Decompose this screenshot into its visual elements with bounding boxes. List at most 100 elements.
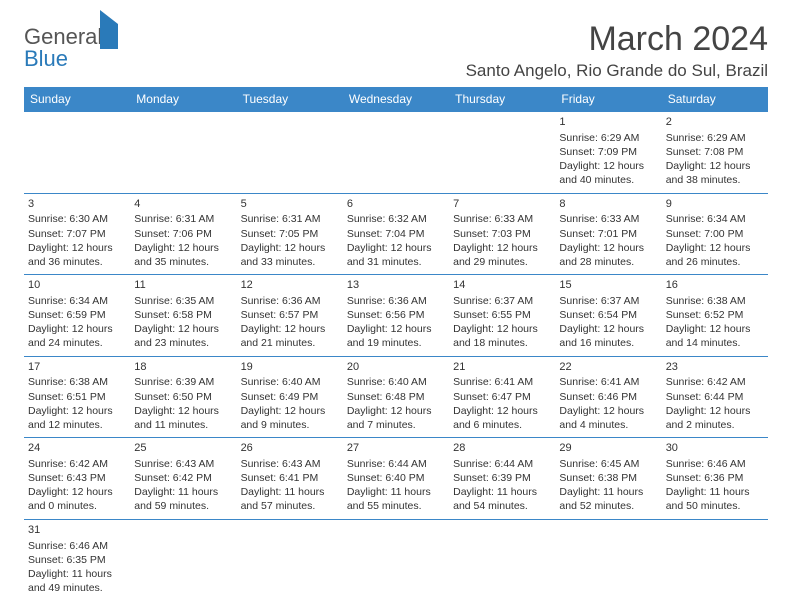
calendar-cell: 16Sunrise: 6:38 AMSunset: 6:52 PMDayligh…	[662, 275, 768, 357]
daylight2-text: and 24 minutes.	[28, 336, 126, 350]
daylight2-text: and 31 minutes.	[347, 255, 445, 269]
daylight2-text: and 6 minutes.	[453, 418, 551, 432]
sunset-text: Sunset: 6:59 PM	[28, 308, 126, 322]
calendar-cell-empty	[343, 519, 449, 600]
calendar-cell: 12Sunrise: 6:36 AMSunset: 6:57 PMDayligh…	[237, 275, 343, 357]
calendar-cell: 9Sunrise: 6:34 AMSunset: 7:00 PMDaylight…	[662, 193, 768, 275]
calendar-cell: 8Sunrise: 6:33 AMSunset: 7:01 PMDaylight…	[555, 193, 661, 275]
calendar-cell-empty	[662, 519, 768, 600]
daylight1-text: Daylight: 12 hours	[347, 322, 445, 336]
sunset-text: Sunset: 6:38 PM	[559, 471, 657, 485]
day-number: 13	[347, 278, 445, 293]
sunset-text: Sunset: 6:42 PM	[134, 471, 232, 485]
day-number: 6	[347, 197, 445, 212]
sunset-text: Sunset: 6:47 PM	[453, 390, 551, 404]
daylight2-text: and 16 minutes.	[559, 336, 657, 350]
daylight2-text: and 23 minutes.	[134, 336, 232, 350]
day-number: 22	[559, 360, 657, 375]
daylight1-text: Daylight: 11 hours	[453, 485, 551, 499]
calendar-row: 17Sunrise: 6:38 AMSunset: 6:51 PMDayligh…	[24, 356, 768, 438]
calendar-cell: 3Sunrise: 6:30 AMSunset: 7:07 PMDaylight…	[24, 193, 130, 275]
sunrise-text: Sunrise: 6:46 AM	[28, 539, 126, 553]
calendar-cell-empty	[237, 112, 343, 194]
sunrise-text: Sunrise: 6:38 AM	[666, 294, 764, 308]
weekday-header: Tuesday	[237, 87, 343, 112]
sunset-text: Sunset: 7:00 PM	[666, 227, 764, 241]
sunset-text: Sunset: 6:36 PM	[666, 471, 764, 485]
sunset-text: Sunset: 6:50 PM	[134, 390, 232, 404]
weekday-header: Wednesday	[343, 87, 449, 112]
daylight2-text: and 14 minutes.	[666, 336, 764, 350]
sunset-text: Sunset: 6:56 PM	[347, 308, 445, 322]
sunset-text: Sunset: 6:55 PM	[453, 308, 551, 322]
sunrise-text: Sunrise: 6:44 AM	[453, 457, 551, 471]
sunrise-text: Sunrise: 6:41 AM	[559, 375, 657, 389]
sunrise-text: Sunrise: 6:45 AM	[559, 457, 657, 471]
calendar-cell: 21Sunrise: 6:41 AMSunset: 6:47 PMDayligh…	[449, 356, 555, 438]
calendar-cell: 24Sunrise: 6:42 AMSunset: 6:43 PMDayligh…	[24, 438, 130, 520]
calendar-table: SundayMondayTuesdayWednesdayThursdayFrid…	[24, 87, 768, 600]
daylight1-text: Daylight: 12 hours	[666, 404, 764, 418]
daylight1-text: Daylight: 12 hours	[453, 322, 551, 336]
daylight2-text: and 0 minutes.	[28, 499, 126, 513]
calendar-cell: 29Sunrise: 6:45 AMSunset: 6:38 PMDayligh…	[555, 438, 661, 520]
sunrise-text: Sunrise: 6:37 AM	[559, 294, 657, 308]
daylight2-text: and 7 minutes.	[347, 418, 445, 432]
daylight1-text: Daylight: 11 hours	[347, 485, 445, 499]
page-title: March 2024	[466, 20, 768, 59]
sunset-text: Sunset: 7:09 PM	[559, 145, 657, 159]
daylight1-text: Daylight: 12 hours	[28, 241, 126, 255]
daylight1-text: Daylight: 12 hours	[666, 159, 764, 173]
sunrise-text: Sunrise: 6:36 AM	[347, 294, 445, 308]
header: General Blue March 2024 Santo Angelo, Ri…	[24, 20, 768, 81]
weekday-header: Sunday	[24, 87, 130, 112]
sunrise-text: Sunrise: 6:44 AM	[347, 457, 445, 471]
day-number: 19	[241, 360, 339, 375]
day-number: 28	[453, 441, 551, 456]
day-number: 21	[453, 360, 551, 375]
day-number: 5	[241, 197, 339, 212]
sunrise-text: Sunrise: 6:35 AM	[134, 294, 232, 308]
daylight1-text: Daylight: 12 hours	[453, 241, 551, 255]
weekday-header: Monday	[130, 87, 236, 112]
daylight2-text: and 12 minutes.	[28, 418, 126, 432]
sunrise-text: Sunrise: 6:39 AM	[134, 375, 232, 389]
sunset-text: Sunset: 6:43 PM	[28, 471, 126, 485]
sunrise-text: Sunrise: 6:34 AM	[666, 212, 764, 226]
daylight1-text: Daylight: 12 hours	[559, 159, 657, 173]
sunset-text: Sunset: 6:44 PM	[666, 390, 764, 404]
daylight1-text: Daylight: 12 hours	[347, 404, 445, 418]
brand-logo: General Blue	[24, 26, 122, 70]
day-number: 10	[28, 278, 126, 293]
daylight1-text: Daylight: 12 hours	[241, 322, 339, 336]
calendar-cell: 30Sunrise: 6:46 AMSunset: 6:36 PMDayligh…	[662, 438, 768, 520]
sunset-text: Sunset: 7:01 PM	[559, 227, 657, 241]
daylight1-text: Daylight: 12 hours	[453, 404, 551, 418]
calendar-cell: 25Sunrise: 6:43 AMSunset: 6:42 PMDayligh…	[130, 438, 236, 520]
weekday-header: Thursday	[449, 87, 555, 112]
sunrise-text: Sunrise: 6:29 AM	[559, 131, 657, 145]
calendar-cell: 7Sunrise: 6:33 AMSunset: 7:03 PMDaylight…	[449, 193, 555, 275]
daylight2-text: and 35 minutes.	[134, 255, 232, 269]
sunrise-text: Sunrise: 6:40 AM	[347, 375, 445, 389]
sunset-text: Sunset: 7:08 PM	[666, 145, 764, 159]
calendar-cell: 26Sunrise: 6:43 AMSunset: 6:41 PMDayligh…	[237, 438, 343, 520]
sunset-text: Sunset: 6:46 PM	[559, 390, 657, 404]
sunrise-text: Sunrise: 6:31 AM	[134, 212, 232, 226]
day-number: 16	[666, 278, 764, 293]
sunset-text: Sunset: 7:06 PM	[134, 227, 232, 241]
daylight2-text: and 49 minutes.	[28, 581, 126, 595]
sunrise-text: Sunrise: 6:43 AM	[134, 457, 232, 471]
daylight1-text: Daylight: 11 hours	[666, 485, 764, 499]
day-number: 26	[241, 441, 339, 456]
calendar-cell: 28Sunrise: 6:44 AMSunset: 6:39 PMDayligh…	[449, 438, 555, 520]
sunset-text: Sunset: 7:04 PM	[347, 227, 445, 241]
calendar-cell: 4Sunrise: 6:31 AMSunset: 7:06 PMDaylight…	[130, 193, 236, 275]
day-number: 8	[559, 197, 657, 212]
sunset-text: Sunset: 6:51 PM	[28, 390, 126, 404]
daylight1-text: Daylight: 12 hours	[28, 485, 126, 499]
daylight1-text: Daylight: 12 hours	[134, 241, 232, 255]
sunset-text: Sunset: 6:57 PM	[241, 308, 339, 322]
sunset-text: Sunset: 6:49 PM	[241, 390, 339, 404]
calendar-cell-empty	[343, 112, 449, 194]
